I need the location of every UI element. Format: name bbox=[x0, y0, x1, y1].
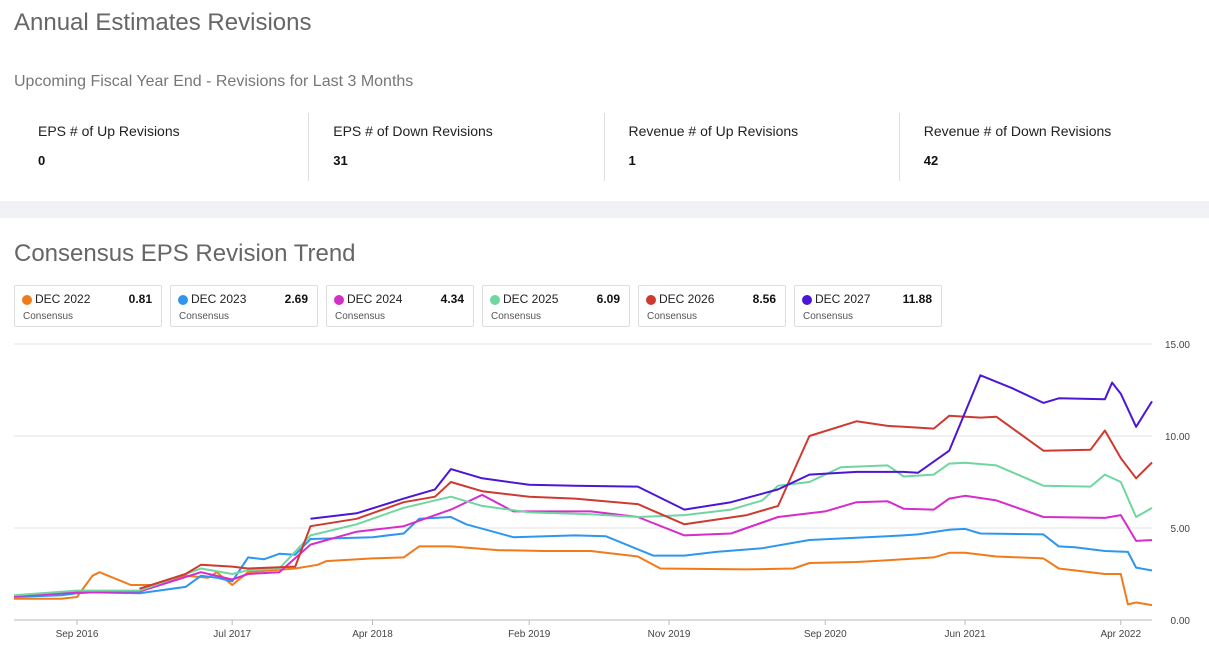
legend-sub: Consensus bbox=[23, 311, 74, 322]
stat-label: Revenue # of Down Revisions bbox=[923, 123, 1112, 139]
legend-sub: Consensus bbox=[803, 311, 854, 322]
legend-value: 6.09 bbox=[596, 292, 620, 306]
series-line-dec-2025[interactable] bbox=[13, 461, 1153, 597]
y-tick-label: 10.00 bbox=[1165, 432, 1190, 443]
x-tick-label: Jul 2017 bbox=[213, 629, 251, 640]
legend-value: 8.56 bbox=[752, 292, 776, 306]
revision-stats: EPS # of Up Revisions 0 EPS # of Down Re… bbox=[14, 113, 1194, 181]
stat-value: 42 bbox=[923, 153, 939, 168]
section-subtitle: Upcoming Fiscal Year End - Revisions for… bbox=[14, 73, 414, 90]
series-line-dec-2023[interactable] bbox=[13, 516, 1153, 598]
series-color-dot bbox=[646, 295, 656, 305]
legend-item-dec-2025[interactable]: DEC 2025 6.09 Consensus bbox=[482, 285, 630, 327]
chart-legend: DEC 2022 0.81 Consensus DEC 2023 2.69 Co… bbox=[14, 285, 942, 327]
x-tick-label: Nov 2019 bbox=[648, 629, 691, 640]
legend-value: 0.81 bbox=[128, 292, 152, 306]
legend-value: 4.34 bbox=[440, 292, 464, 306]
x-tick-label: Sep 2020 bbox=[804, 629, 847, 640]
series-color-dot bbox=[802, 295, 812, 305]
legend-name: DEC 2027 bbox=[815, 292, 871, 306]
stat-value: 0 bbox=[38, 153, 46, 168]
stat-eps-up: EPS # of Up Revisions 0 bbox=[14, 113, 308, 181]
legend-sub: Consensus bbox=[491, 311, 542, 322]
series-line-dec-2022[interactable] bbox=[14, 545, 1153, 607]
stat-label: EPS # of Down Revisions bbox=[333, 123, 493, 139]
y-tick-label: 5.00 bbox=[1171, 524, 1191, 535]
chart-title: Consensus EPS Revision Trend bbox=[14, 240, 356, 267]
series-line-dec-2024[interactable] bbox=[13, 493, 1153, 598]
x-tick-label: Apr 2022 bbox=[1100, 629, 1141, 640]
series-color-dot bbox=[178, 295, 188, 305]
stat-value: 1 bbox=[628, 153, 636, 168]
stat-eps-down: EPS # of Down Revisions 31 bbox=[308, 113, 603, 181]
y-tick-label: 15.00 bbox=[1165, 340, 1190, 351]
legend-sub: Consensus bbox=[647, 311, 698, 322]
page-title: Annual Estimates Revisions bbox=[14, 9, 312, 36]
series-color-dot bbox=[490, 295, 500, 305]
eps-trend-chart[interactable]: 0.00 5.00 10.00 15.00 Sep 2016 Jul 2017 Apr 20… bbox=[0, 330, 1209, 655]
x-tick-label: Jun 2021 bbox=[944, 629, 986, 640]
legend-sub: Consensus bbox=[335, 311, 386, 322]
legend-item-dec-2024[interactable]: DEC 2024 4.34 Consensus bbox=[326, 285, 474, 327]
x-tick-label: Apr 2018 bbox=[352, 629, 393, 640]
series-line-dec-2027[interactable] bbox=[310, 374, 1153, 520]
stat-value: 31 bbox=[333, 153, 348, 168]
series-color-dot bbox=[334, 295, 344, 305]
legend-sub: Consensus bbox=[179, 311, 230, 322]
stat-label: EPS # of Up Revisions bbox=[38, 123, 180, 139]
legend-item-dec-2022[interactable]: DEC 2022 0.81 Consensus bbox=[14, 285, 162, 327]
section-divider bbox=[0, 201, 1209, 218]
x-tick-label: Feb 2019 bbox=[508, 629, 551, 640]
legend-item-dec-2027[interactable]: DEC 2027 11.88 Consensus bbox=[794, 285, 942, 327]
legend-name: DEC 2024 bbox=[347, 292, 403, 306]
legend-value: 11.88 bbox=[902, 292, 932, 306]
stat-revenue-down: Revenue # of Down Revisions 42 bbox=[898, 113, 1194, 181]
series-color-dot bbox=[22, 295, 32, 305]
legend-name: DEC 2023 bbox=[191, 292, 247, 306]
y-tick-label: 0.00 bbox=[1171, 616, 1191, 627]
legend-item-dec-2026[interactable]: DEC 2026 8.56 Consensus bbox=[638, 285, 786, 327]
stat-label: Revenue # of Up Revisions bbox=[628, 123, 799, 139]
legend-name: DEC 2025 bbox=[503, 292, 559, 306]
series-line-dec-2026[interactable] bbox=[139, 414, 1153, 590]
legend-name: DEC 2026 bbox=[659, 292, 715, 306]
legend-value: 2.69 bbox=[284, 292, 308, 306]
stat-revenue-up: Revenue # of Up Revisions 1 bbox=[603, 113, 899, 181]
x-tick-label: Sep 2016 bbox=[56, 629, 99, 640]
legend-item-dec-2023[interactable]: DEC 2023 2.69 Consensus bbox=[170, 285, 318, 327]
legend-name: DEC 2022 bbox=[35, 292, 91, 306]
